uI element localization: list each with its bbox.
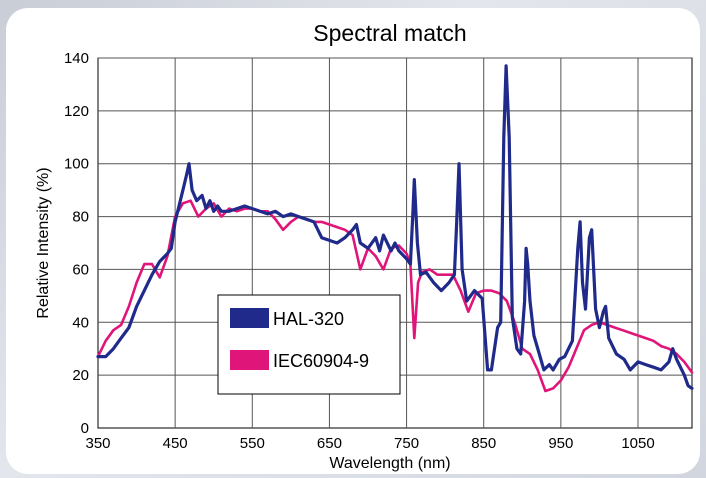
x-tick-label: 650 bbox=[317, 435, 342, 452]
series-layer bbox=[96, 64, 694, 393]
chart-panel: 350 450 550 650 750 850 950 1050 0 20 40 60 80 100 120… bbox=[6, 8, 700, 474]
x-axis-label: Wavelength (nm) bbox=[329, 455, 450, 472]
y-tick-label: 80 bbox=[72, 209, 89, 226]
y-tick-label: 100 bbox=[64, 156, 89, 173]
series-line-hal-320 bbox=[96, 64, 694, 390]
spectral-chart: 350 450 550 650 750 850 950 1050 0 20 40 60 80 100 120… bbox=[35, 20, 694, 472]
chart-title: Spectral match bbox=[313, 20, 466, 46]
legend-label-hal-320: HAL-320 bbox=[273, 309, 344, 329]
x-tick-label: 750 bbox=[394, 435, 419, 452]
y-tick-label: 120 bbox=[64, 103, 89, 120]
x-tick-label: 350 bbox=[85, 435, 110, 452]
legend-swatch-hal-320 bbox=[230, 308, 269, 328]
y-tick-label: 140 bbox=[64, 50, 89, 67]
x-tick-label: 550 bbox=[240, 435, 265, 452]
tick-labels: 350 450 550 650 750 850 950 1050 0 20 40 60 80 100 120… bbox=[64, 50, 655, 452]
y-tick-label: 40 bbox=[72, 314, 89, 331]
y-tick-label: 0 bbox=[81, 420, 89, 437]
y-tick-label: 60 bbox=[72, 261, 89, 278]
y-tick-label: 20 bbox=[72, 367, 89, 384]
x-tick-label: 850 bbox=[471, 435, 496, 452]
series-line-iec60904-9 bbox=[96, 199, 694, 393]
y-axis-label: Relative Intensity (%) bbox=[35, 167, 52, 318]
x-tick-label: 450 bbox=[163, 435, 188, 452]
legend: HAL-320 IEC60904-9 bbox=[217, 294, 401, 395]
legend-label-iec60904-9: IEC60904-9 bbox=[273, 351, 369, 371]
x-tick-label: 950 bbox=[548, 435, 573, 452]
legend-swatch-iec60904-9 bbox=[230, 350, 269, 370]
x-tick-label: 1050 bbox=[621, 435, 654, 452]
